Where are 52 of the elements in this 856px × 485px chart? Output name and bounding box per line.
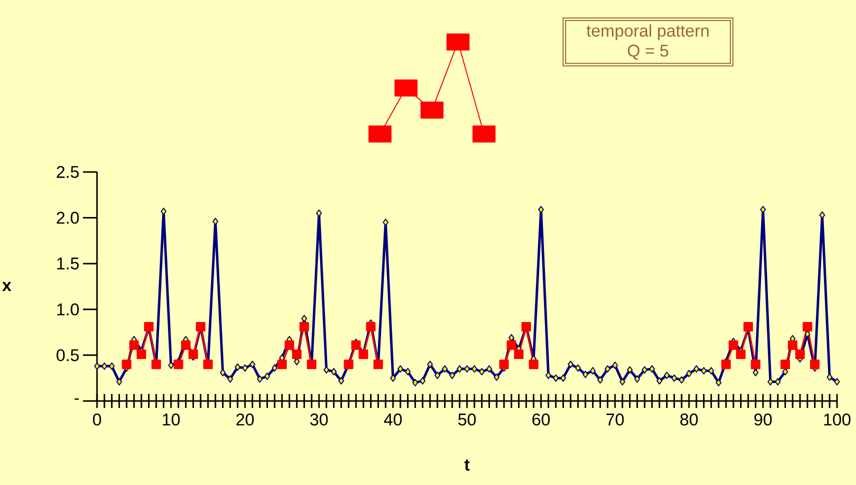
point xyxy=(292,350,302,360)
point xyxy=(122,360,132,370)
point xyxy=(528,360,538,370)
point xyxy=(736,350,746,360)
point xyxy=(299,322,309,332)
point xyxy=(368,125,392,142)
y-tick-label: 2.5 xyxy=(56,166,79,178)
y-tick-label: 0.5 xyxy=(56,349,79,362)
y-axis-title: x xyxy=(2,282,12,291)
x-tick-label: 0 xyxy=(92,414,102,426)
x-tick-label: 80 xyxy=(680,414,698,426)
point xyxy=(394,79,418,96)
point xyxy=(780,360,790,370)
point xyxy=(420,102,444,119)
point xyxy=(514,350,524,360)
point xyxy=(129,340,139,350)
x-tick-label: 40 xyxy=(384,414,402,426)
x-tick-label: 70 xyxy=(606,414,624,426)
point xyxy=(499,360,509,370)
point xyxy=(750,360,760,370)
point xyxy=(136,350,146,360)
point xyxy=(506,340,516,350)
point xyxy=(743,322,753,332)
text: Q = 5 xyxy=(628,44,668,60)
point xyxy=(721,360,731,370)
x-tick-label: 30 xyxy=(310,414,328,426)
point xyxy=(174,360,184,370)
x-axis-title: t xyxy=(464,460,470,471)
point xyxy=(795,350,805,360)
point xyxy=(277,360,287,370)
point xyxy=(788,340,798,350)
point xyxy=(446,33,470,50)
y-tick-label: 1.0 xyxy=(57,303,79,316)
x-tick-label: 50 xyxy=(458,414,476,426)
point xyxy=(181,340,191,350)
text: temporal pattern xyxy=(586,24,709,40)
y-tick-label: 2.0 xyxy=(56,212,79,224)
y-tick-label: - xyxy=(74,398,79,400)
point xyxy=(728,340,738,350)
x-tick-label: 10 xyxy=(162,414,180,426)
point xyxy=(351,340,361,350)
point xyxy=(810,360,820,370)
y-tick-label: 1.5 xyxy=(57,258,79,270)
x-tick-label: 20 xyxy=(236,414,254,426)
x-tick-label: 60 xyxy=(532,414,550,426)
point xyxy=(802,322,812,332)
point xyxy=(284,340,294,350)
point xyxy=(188,350,198,360)
point xyxy=(472,125,496,142)
x-tick-label: 90 xyxy=(754,414,772,426)
point xyxy=(366,322,376,332)
x-tick-label: 100 xyxy=(824,414,850,426)
